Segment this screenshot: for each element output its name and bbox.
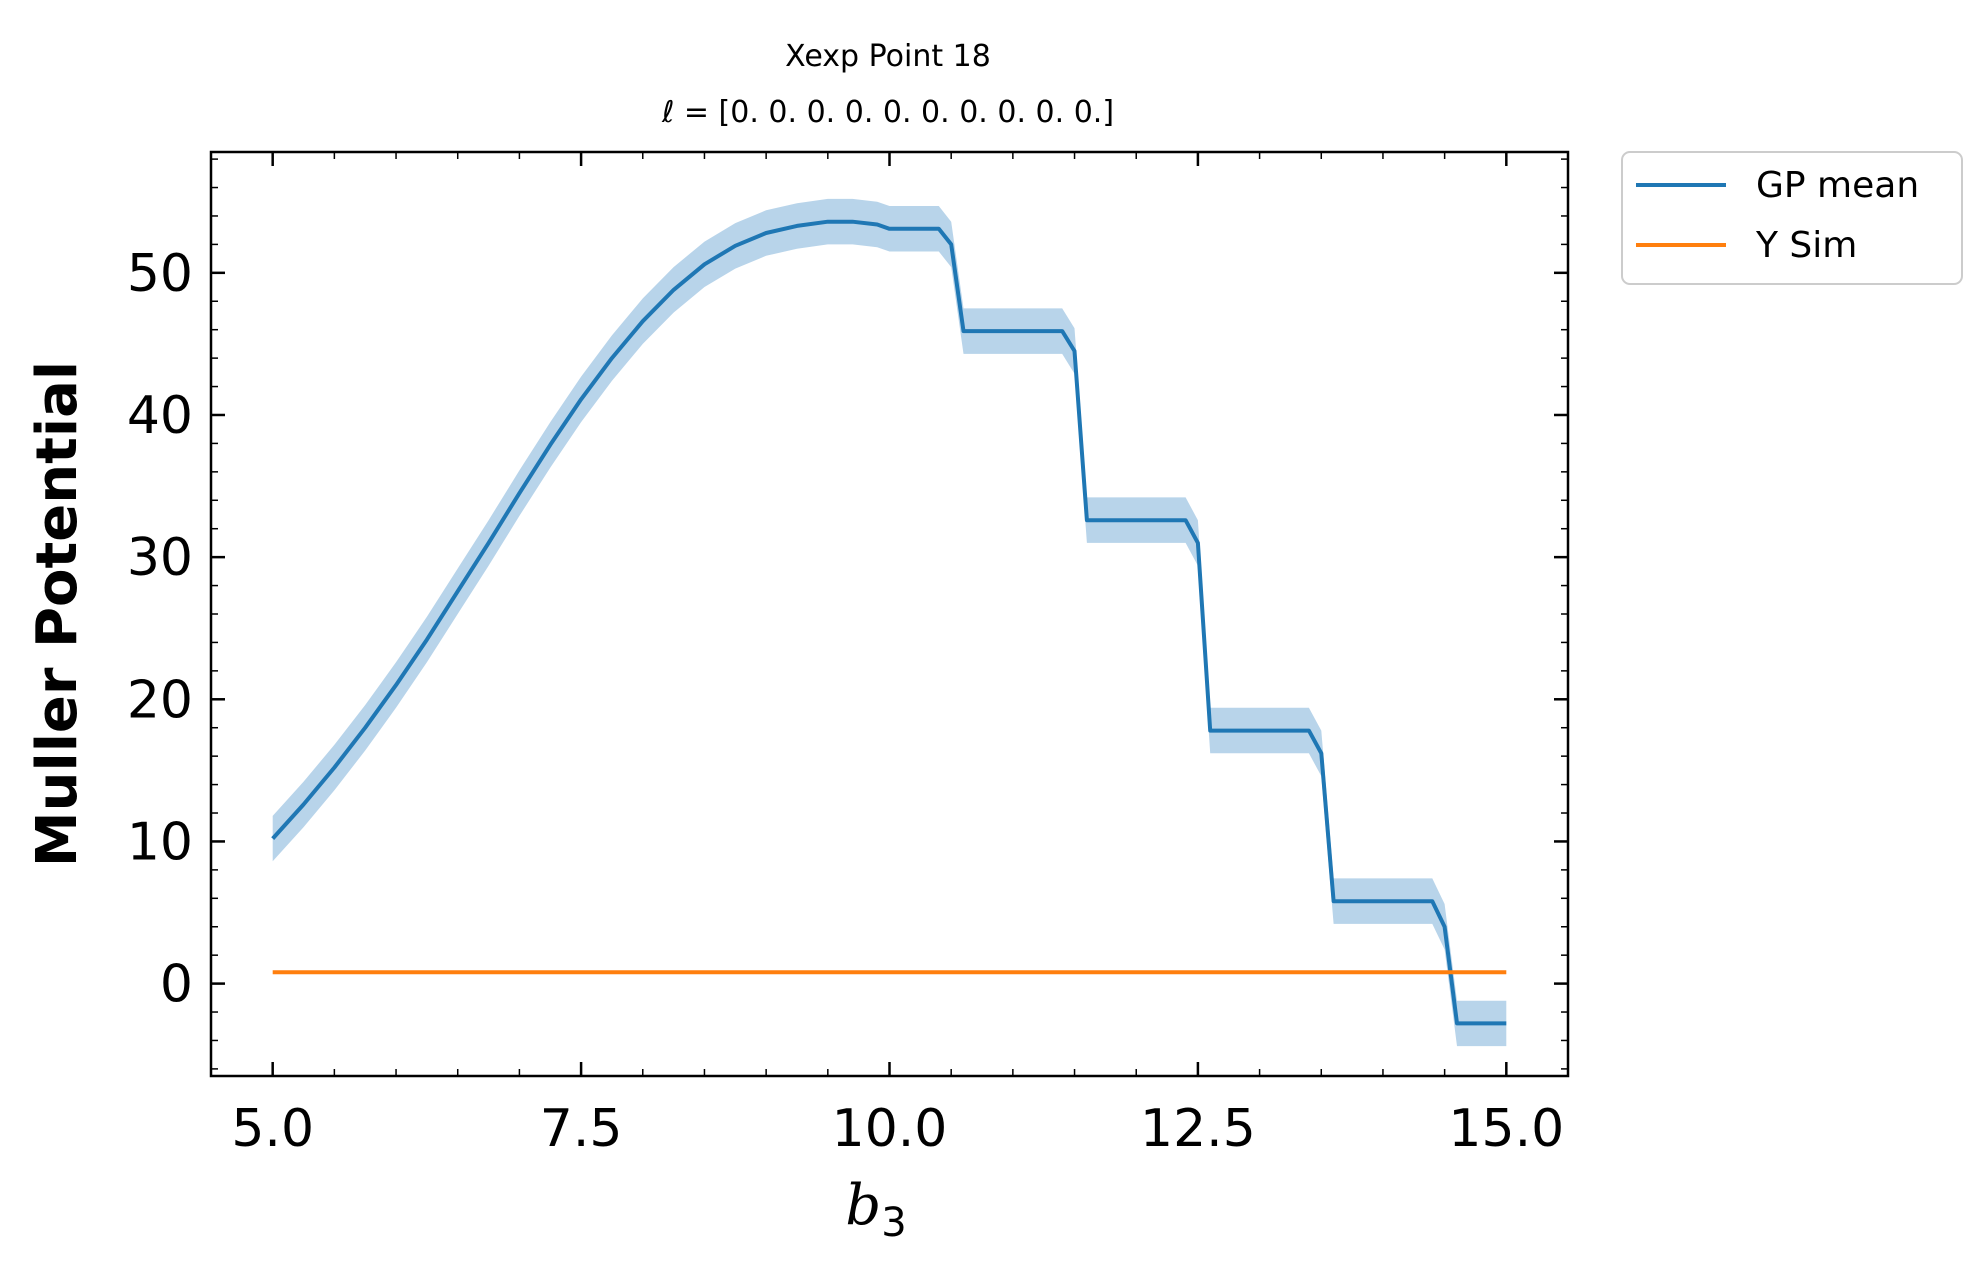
plot-frame (209, 150, 1570, 1078)
x-tick-label: 10.0 (832, 1099, 948, 1159)
chart-title: Xexp Point 18 (785, 39, 991, 74)
x-axis-label-subscript: 3 (881, 1200, 906, 1246)
series-line-gp-mean (271, 219, 1507, 1026)
chart-subtitle: ℓ = [0. 0. 0. 0. 0. 0. 0. 0. 0. 0.] (661, 95, 1114, 130)
plot-area (271, 198, 1507, 1047)
x-tick-label: 7.5 (540, 1099, 623, 1159)
y-tick-label: 10 (127, 812, 193, 872)
y-tick-label: 20 (127, 670, 193, 730)
x-axis-label-main: b (845, 1173, 881, 1238)
x-axis-label: b3 (845, 1173, 906, 1246)
legend: GP mean Y Sim (1621, 151, 1963, 285)
y-tick-label: 30 (127, 528, 193, 588)
y-axis-label: Muller Potential (25, 361, 90, 867)
x-tick-label: 5.0 (231, 1099, 314, 1159)
axis-ticks: 5.0 7.5 10.0 12.5 15.0 0 10 20 30 40 50 (127, 152, 1569, 1159)
legend-label-gp-mean: GP mean (1756, 165, 1919, 206)
y-tick-label: 50 (127, 244, 193, 304)
x-tick-label: 12.5 (1140, 1099, 1256, 1159)
x-tick-label: 15.0 (1448, 1099, 1564, 1159)
legend-label-y-sim: Y Sim (1755, 225, 1857, 266)
y-tick-label: 40 (127, 386, 193, 446)
gp-confidence-band (272, 198, 1507, 1047)
y-tick-label: 0 (160, 955, 193, 1015)
